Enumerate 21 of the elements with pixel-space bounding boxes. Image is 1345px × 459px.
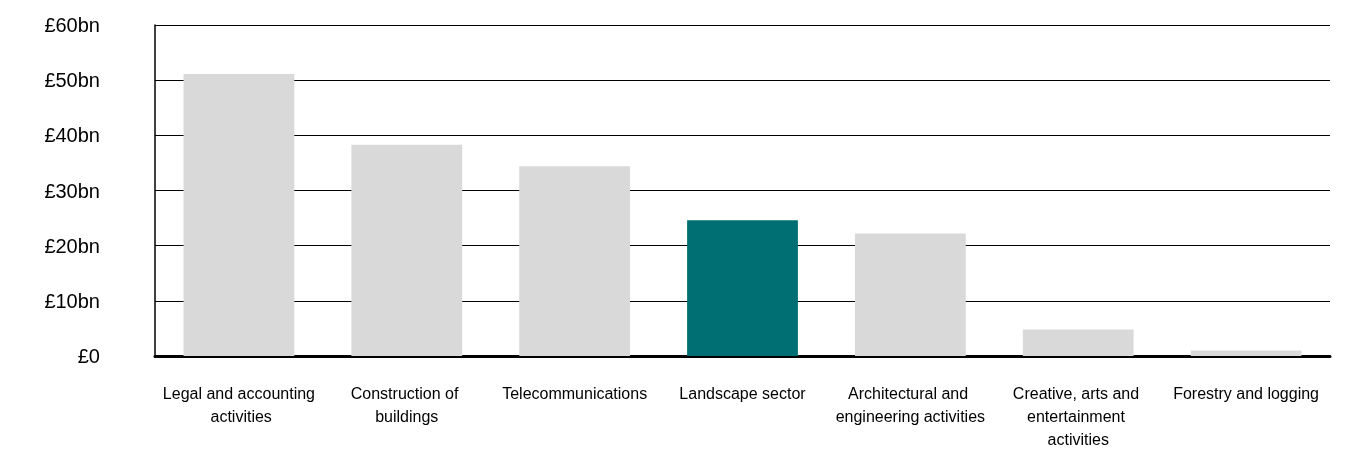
y-tick-label: £30bn: [44, 179, 100, 202]
y-tick-label: £0: [77, 345, 100, 367]
bar: [519, 166, 631, 356]
y-tick-label: £60bn: [44, 14, 100, 36]
x-tick-label: Telecommunications: [502, 385, 648, 402]
x-tick-label: Creative, arts and entertainment activities: [1012, 385, 1144, 448]
x-tick-label: Landscape sector: [679, 385, 807, 402]
y-tick-label: £50bn: [44, 69, 100, 92]
x-tick-label: Architectural and engineering activities: [835, 385, 986, 425]
y-tick-label: £10bn: [44, 289, 100, 312]
bar: [351, 144, 463, 356]
bar: [854, 233, 966, 356]
bar: [1022, 329, 1134, 356]
y-tick-label: £40bn: [44, 124, 100, 147]
bar: [183, 74, 295, 356]
bar: [687, 220, 798, 356]
x-tick-label: Forestry and logging: [1173, 385, 1319, 402]
x-tick-label: Legal and accounting activities: [162, 385, 315, 425]
y-tick-label: £20bn: [44, 234, 100, 257]
bar: [1190, 350, 1302, 356]
x-tick-label: Construction of buildings: [350, 385, 463, 425]
